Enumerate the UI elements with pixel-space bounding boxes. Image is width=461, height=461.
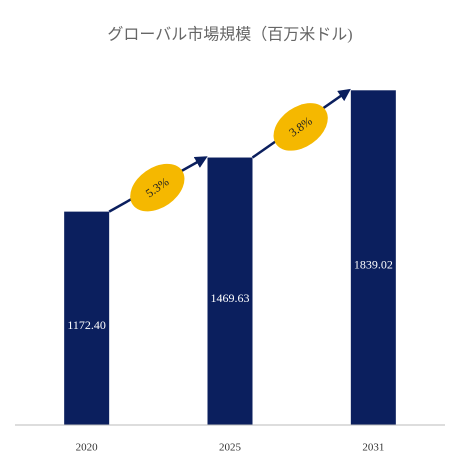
badge-ellipse <box>273 103 328 151</box>
badge-ellipse <box>130 163 185 212</box>
value-label: 1469.63 <box>211 291 250 305</box>
growth-badge: 3.8% <box>273 103 328 151</box>
bar <box>350 90 396 425</box>
bar <box>207 157 253 425</box>
x-tick-label: 2031 <box>362 442 384 454</box>
value-label: 1172.40 <box>67 318 106 332</box>
x-tick-label: 2025 <box>219 442 242 454</box>
growth-badge: 5.3% <box>130 163 185 212</box>
chart-title: グローバル市場規模（百万米ドル) <box>107 26 352 44</box>
bar <box>64 211 110 425</box>
value-label: 1839.02 <box>354 257 393 271</box>
x-tick-label: 2020 <box>76 442 99 454</box>
